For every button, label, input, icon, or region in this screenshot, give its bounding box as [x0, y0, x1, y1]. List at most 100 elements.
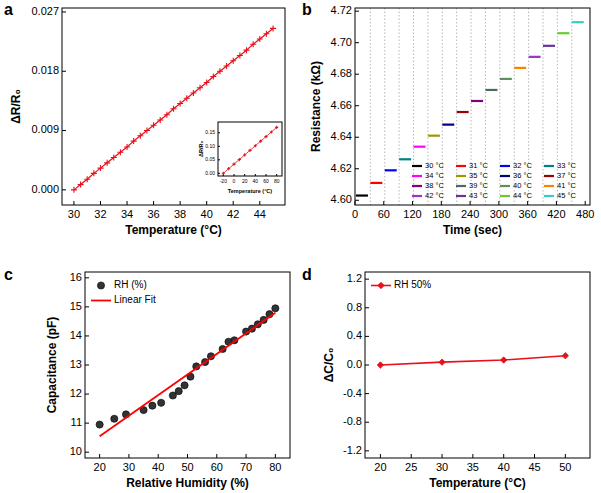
data-point	[500, 357, 506, 363]
y-tick-label: 4.62	[331, 162, 352, 174]
y-tick	[355, 168, 359, 169]
y-tick-label: 4.64	[331, 130, 352, 142]
y-tick	[355, 42, 359, 43]
plot-frame	[218, 122, 282, 176]
y-tick	[365, 279, 369, 280]
data-point	[210, 74, 216, 80]
series-line	[442, 124, 454, 126]
panel: 30323436384042440.0000.0090.0180.027Temp…	[4, 1, 285, 237]
x-tick-label: 20	[374, 461, 386, 473]
y-tick	[62, 11, 66, 12]
series-line	[457, 111, 469, 113]
data-point	[184, 95, 190, 101]
x-tick-label: 50	[559, 461, 571, 473]
y-tick-label: 0.0	[347, 358, 362, 370]
x-tick-label: 60	[378, 208, 390, 220]
data-point	[562, 353, 568, 359]
x-tick-label: 360	[518, 208, 536, 220]
legend-label: Linear Fit	[114, 294, 156, 305]
x-tick-label: 20	[242, 178, 248, 184]
data-area	[96, 305, 279, 436]
x-axis-label: Temperature (°C)	[429, 476, 526, 490]
data-point	[91, 170, 97, 176]
x-tick-label: 36	[147, 208, 159, 220]
legend-label: 37 °C	[557, 171, 576, 180]
plot-frame	[85, 272, 290, 458]
legend-line	[544, 165, 554, 167]
legend-label: 32 °C	[513, 161, 532, 170]
x-tick-label: 40	[152, 461, 164, 473]
x-tick	[99, 454, 100, 458]
data-point	[71, 187, 77, 193]
x-tick	[233, 201, 234, 205]
y-tick	[85, 452, 89, 453]
y-tick	[85, 365, 89, 366]
series-line	[500, 78, 512, 80]
y-tick-label: 0.027	[31, 5, 59, 17]
data-point	[254, 144, 257, 147]
y-axis-label: ΔR/R₀	[198, 141, 204, 157]
x-tick	[73, 201, 74, 205]
x-tick-label: 420	[547, 208, 565, 220]
legend-line	[412, 195, 422, 197]
y-tick-label: 10	[70, 445, 82, 457]
panel-letter: a	[4, 1, 13, 18]
legend-line	[456, 195, 466, 197]
y-tick	[365, 393, 369, 394]
x-tick-label: 34	[121, 208, 133, 220]
data-point	[263, 31, 269, 37]
data-area	[377, 353, 568, 369]
x-tick-label: 38	[174, 208, 186, 220]
data-point	[117, 149, 123, 155]
x-tick-label: 50	[181, 461, 193, 473]
series-line	[543, 45, 555, 47]
panel-letter: c	[4, 266, 13, 283]
legend-label: 39 °C	[469, 181, 488, 190]
legend-label: 45 °C	[557, 191, 576, 200]
legend-line	[500, 175, 510, 177]
y-tick-label: 0.10	[205, 143, 215, 149]
x-tick	[383, 201, 384, 205]
step-separator	[399, 8, 400, 205]
x-tick	[442, 454, 443, 458]
y-axis-label: Capacitance (pF)	[45, 317, 59, 414]
y-tick-label: 4.72	[331, 4, 352, 16]
y-tick-label: -1.2	[343, 444, 362, 456]
legend-label: 34 °C	[425, 171, 444, 180]
x-tick	[128, 454, 129, 458]
y-tick	[365, 336, 369, 337]
data-point	[243, 153, 246, 156]
x-tick	[412, 201, 413, 205]
x-tick	[187, 454, 188, 458]
panel: 0601201802403003604204804.604.624.644.66…	[302, 1, 594, 237]
x-tick	[216, 454, 217, 458]
x-tick	[534, 454, 535, 458]
data-point	[197, 85, 203, 91]
legend-label: RH 50%	[394, 279, 431, 290]
y-tick-label: 4.60	[331, 193, 352, 205]
data-point	[104, 160, 110, 166]
panel-letter: d	[302, 266, 312, 283]
y-tick-label: 4.66	[331, 99, 352, 111]
series-line	[74, 28, 273, 189]
x-tick-label: 300	[490, 208, 508, 220]
x-tick	[585, 201, 586, 205]
y-tick	[355, 200, 359, 201]
data-point	[97, 165, 103, 171]
x-tick-label: 20	[94, 461, 106, 473]
data-point	[232, 163, 235, 166]
y-tick-label: 1.2	[347, 272, 362, 284]
x-tick	[503, 454, 504, 458]
data-point	[439, 359, 445, 365]
data-point	[190, 90, 196, 96]
legend-line	[500, 195, 510, 197]
x-tick	[158, 454, 159, 458]
x-tick-label: 42	[227, 208, 239, 220]
data-point	[259, 140, 262, 143]
data-point	[124, 144, 130, 150]
step-separator	[384, 8, 385, 205]
data-point	[157, 117, 163, 123]
data-point	[238, 158, 241, 161]
data-point	[175, 388, 182, 395]
data-point	[272, 305, 279, 312]
